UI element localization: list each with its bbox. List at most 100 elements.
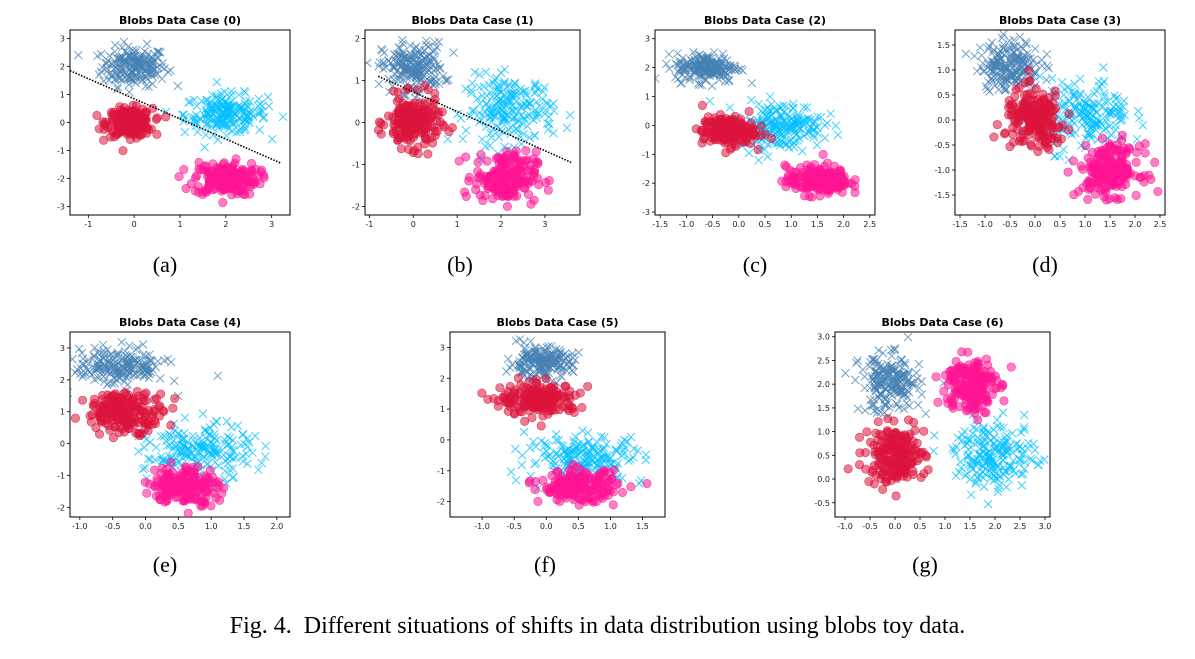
- data-point: [107, 70, 116, 80]
- data-point: [112, 375, 122, 385]
- data-point: [94, 70, 104, 80]
- data-point: [1063, 167, 1073, 177]
- data-point: [540, 109, 550, 119]
- data-point: [1082, 119, 1091, 129]
- data-point: [240, 126, 250, 135]
- data-point: [760, 145, 770, 154]
- data-point: [78, 395, 88, 405]
- x-tick-label: -0.5: [705, 220, 721, 229]
- subfigure-label: (d): [1032, 252, 1058, 277]
- series-blob-4: [1063, 130, 1163, 205]
- data-point: [1007, 99, 1017, 109]
- data-point: [725, 103, 735, 112]
- data-point: [722, 60, 732, 70]
- data-point: [556, 440, 566, 450]
- data-point: [432, 127, 442, 137]
- y-tick-label: -1: [437, 467, 445, 476]
- data-point: [804, 192, 814, 202]
- data-point: [567, 402, 577, 412]
- y-tick-label: -2: [57, 175, 65, 184]
- data-point: [213, 371, 223, 381]
- data-point: [1117, 130, 1127, 140]
- data-point: [589, 458, 599, 468]
- data-point: [725, 61, 735, 71]
- data-point: [554, 435, 564, 445]
- data-point: [249, 179, 259, 189]
- data-point: [795, 111, 804, 121]
- data-point: [411, 106, 421, 116]
- data-point: [525, 133, 534, 142]
- data-point: [521, 146, 531, 156]
- y-tick-label: 3: [60, 34, 65, 43]
- data-point: [213, 118, 222, 128]
- data-point: [422, 59, 432, 69]
- data-point: [205, 430, 214, 440]
- data-point: [111, 74, 121, 84]
- data-point: [211, 478, 221, 488]
- data-point: [497, 117, 506, 126]
- data-point: [507, 91, 517, 101]
- data-point: [472, 179, 482, 189]
- data-point: [381, 62, 391, 72]
- data-point: [1042, 49, 1052, 59]
- data-point: [507, 172, 517, 182]
- data-point: [466, 88, 476, 98]
- data-point: [152, 129, 162, 139]
- data-point: [379, 58, 388, 67]
- data-point: [493, 152, 503, 162]
- data-point: [484, 80, 494, 90]
- data-point: [165, 65, 175, 75]
- data-point: [516, 380, 526, 390]
- data-point: [52, 372, 60, 380]
- data-point: [545, 383, 555, 393]
- data-point: [482, 156, 492, 166]
- series-blob-4: [777, 149, 860, 202]
- data-point: [177, 435, 187, 445]
- data-point: [441, 76, 451, 86]
- data-point: [525, 443, 535, 453]
- data-point: [140, 365, 150, 375]
- data-point: [808, 178, 818, 188]
- data-point: [398, 39, 408, 49]
- data-point: [250, 431, 260, 441]
- data-point: [549, 106, 559, 116]
- data-point: [509, 113, 519, 122]
- data-point: [129, 365, 139, 375]
- data-point: [1153, 187, 1163, 197]
- data-point: [780, 120, 789, 130]
- data-point: [113, 414, 123, 424]
- data-point: [267, 134, 277, 144]
- data-point: [138, 393, 148, 403]
- data-point: [52, 374, 60, 382]
- data-point: [565, 386, 575, 396]
- data-point: [1058, 120, 1068, 130]
- data-point: [173, 81, 183, 91]
- data-point: [1039, 95, 1049, 105]
- data-point: [148, 79, 157, 89]
- data-point: [540, 438, 550, 448]
- data-point: [502, 95, 512, 104]
- data-point: [566, 446, 576, 456]
- data-point: [988, 47, 998, 57]
- data-point: [1072, 102, 1082, 112]
- data-point: [1013, 73, 1023, 83]
- data-point: [599, 487, 609, 497]
- data-point: [432, 42, 442, 52]
- data-point: [616, 441, 626, 451]
- data-point: [1083, 194, 1093, 204]
- y-tick-label: 0: [60, 440, 65, 449]
- data-point: [254, 94, 264, 104]
- data-point: [108, 433, 118, 443]
- data-point: [402, 73, 412, 83]
- data-point: [1111, 94, 1121, 104]
- data-point: [1075, 74, 1085, 84]
- data-point: [813, 112, 823, 122]
- data-point: [227, 473, 237, 483]
- data-point: [1133, 106, 1143, 116]
- data-point: [1016, 133, 1026, 143]
- y-tick-label: -2: [57, 503, 65, 512]
- data-point: [503, 354, 513, 364]
- data-point: [118, 58, 128, 68]
- data-point: [219, 117, 229, 127]
